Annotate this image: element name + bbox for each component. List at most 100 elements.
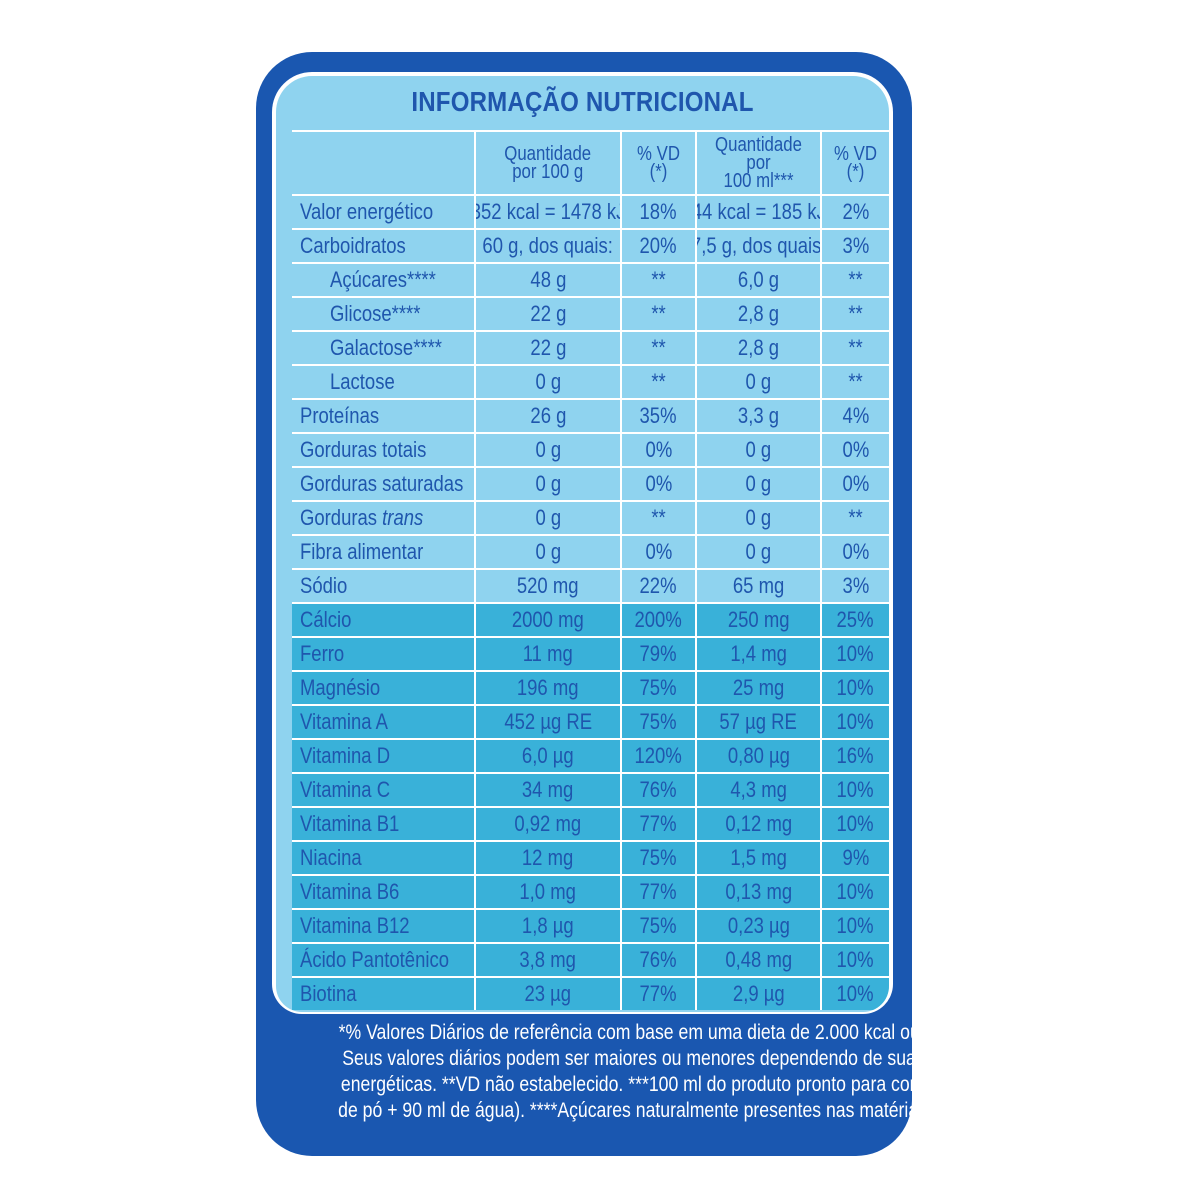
daily-value-1: 76% [620,774,695,806]
daily-value-1: 35% [620,400,695,432]
nutrient-name: Valor energético [300,199,434,224]
amount-per-100ml: 0 g [695,502,820,534]
table-row: Fibra alimentar 0 g 0% 0 g 0% [292,534,889,568]
table-row: Glicose**** 22 g ** 2,8 g ** [292,296,889,330]
nutrient-name: Fibra alimentar [300,539,424,564]
table-row: Gorduras totais 0 g 0% 0 g 0% [292,432,889,466]
amount-per-100ml: 2,8 g [695,298,820,330]
nutrient-name: Galactose**** [330,335,442,360]
nutrient-name: Carboidratos [300,233,406,258]
table-row: Gorduras saturadas 0 g 0% 0 g 0% [292,466,889,500]
nutrient-name: Ácido Pantotênico [300,947,449,972]
daily-value-2: 2% [820,196,889,228]
daily-value-2: 0% [820,468,889,500]
nutrient-name: Glicose**** [330,301,421,326]
daily-value-2: 0% [820,536,889,568]
daily-value-1: 75% [620,842,695,874]
amount-per-100g: 1,0 mg [474,876,620,908]
daily-value-2: 10% [820,978,889,1010]
table-row: Valor energético 352 kcal = 1478 kJ 18% 44 … [292,194,889,228]
nutrient-name: Vitamina A [300,709,389,734]
daily-value-2: 10% [820,774,889,806]
daily-value-2: 3% [820,230,889,262]
nutrient-name: Açúcares**** [330,267,436,292]
amount-per-100ml: 0,12 mg [695,808,820,840]
amount-per-100ml: 57 µg RE [695,706,820,738]
amount-per-100g: 452 µg RE [474,706,620,738]
table-title: INFORMAÇÃO NUTRICIONAL [411,86,754,117]
daily-value-2: 10% [820,672,889,704]
footnote-line: *% Valores Diários de referência com bas… [338,1021,997,1044]
nutrient-name: Niacina [300,845,362,870]
header-vd-1: % VD (*) [620,132,695,194]
table-row: Galactose**** 22 g ** 2,8 g ** [292,330,889,364]
daily-value-1: 22% [620,570,695,602]
daily-value-1: 0% [620,468,695,500]
daily-value-2: 0% [820,434,889,466]
daily-value-1: ** [620,366,695,398]
daily-value-1: 75% [620,672,695,704]
amount-per-100ml: 0 g [695,468,820,500]
table-row: Magnésio 196 mg 75% 25 mg 10% [292,670,889,704]
amount-per-100ml: 25 mg [695,672,820,704]
nutrition-table: Quantidade por 100 g % VD (*) Quantidade … [292,130,889,1010]
footnote-line: de pó + 90 ml de água). ****Açúcares nat… [338,1099,991,1122]
amount-per-100ml: 0 g [695,536,820,568]
daily-value-2: 25% [820,604,889,636]
daily-value-1: 0% [620,536,695,568]
amount-per-100g: 22 g [474,332,620,364]
table-row: Sódio 520 mg 22% 65 mg 3% [292,568,889,602]
amount-per-100ml: 1,4 mg [695,638,820,670]
daily-value-1: 76% [620,944,695,976]
table-row: Ferro 11 mg 79% 1,4 mg 10% [292,636,889,670]
table-row: Vitamina B12 1,8 µg 75% 0,23 µg 10% [292,908,889,942]
table-row: Açúcares**** 48 g ** 6,0 g ** [292,262,889,296]
daily-value-2: 10% [820,876,889,908]
daily-value-1: 20% [620,230,695,262]
amount-per-100g: 26 g [474,400,620,432]
amount-per-100g: 196 mg [474,672,620,704]
daily-value-1: ** [620,298,695,330]
table-row: Cálcio 2000 mg 200% 250 mg 25% [292,602,889,636]
daily-value-2: ** [820,298,889,330]
table-row: Vitamina C 34 mg 76% 4,3 mg 10% [292,772,889,806]
daily-value-1: 75% [620,910,695,942]
daily-value-2: 10% [820,944,889,976]
amount-per-100g: 11 mg [474,638,620,670]
table-row: Vitamina B1 0,92 mg 77% 0,12 mg 10% [292,806,889,840]
nutrient-name: Magnésio [300,675,381,700]
daily-value-1: 18% [620,196,695,228]
amount-per-100ml: 1,5 mg [695,842,820,874]
daily-value-2: ** [820,264,889,296]
table-row: Ácido Pantotênico 3,8 mg 76% 0,48 mg 10% [292,942,889,976]
header-vd-2: % VD (*) [820,132,889,194]
nutrient-name: Lactose [330,369,395,394]
daily-value-1: 77% [620,876,695,908]
amount-per-100g: 23 µg [474,978,620,1010]
amount-per-100g: 48 g [474,264,620,296]
amount-per-100ml: 0,48 mg [695,944,820,976]
footnote: *% Valores Diários de referência com bas… [276,1020,1037,1124]
daily-value-2: 10% [820,706,889,738]
amount-per-100g: 0 g [474,502,620,534]
amount-per-100ml: 0 g [695,366,820,398]
amount-per-100ml: 2,9 µg [695,978,820,1010]
table-row: Carboidratos 60 g, dos quais: 20% 7,5 g, do… [292,228,889,262]
daily-value-1: ** [620,332,695,364]
table-row: Niacina 12 mg 75% 1,5 mg 9% [292,840,889,874]
daily-value-1: 200% [620,604,695,636]
amount-per-100g: 352 kcal = 1478 kJ [474,196,620,228]
table-header-row: Quantidade por 100 g % VD (*) Quantidade … [292,130,889,194]
table-row: Vitamina B6 1,0 mg 77% 0,13 mg 10% [292,874,889,908]
amount-per-100g: 0 g [474,366,620,398]
daily-value-1: ** [620,264,695,296]
nutrient-name: Vitamina D [300,743,391,768]
amount-per-100g: 3,8 mg [474,944,620,976]
daily-value-1: 75% [620,706,695,738]
table-row: Gorduras trans 0 g ** 0 g ** [292,500,889,534]
amount-per-100g: 0,92 mg [474,808,620,840]
amount-per-100ml: 4,3 mg [695,774,820,806]
header-nutrient [292,132,474,194]
nutrient-name: Sódio [300,573,348,598]
header-quantity-100ml: Quantidade por 100 ml*** [695,132,820,194]
